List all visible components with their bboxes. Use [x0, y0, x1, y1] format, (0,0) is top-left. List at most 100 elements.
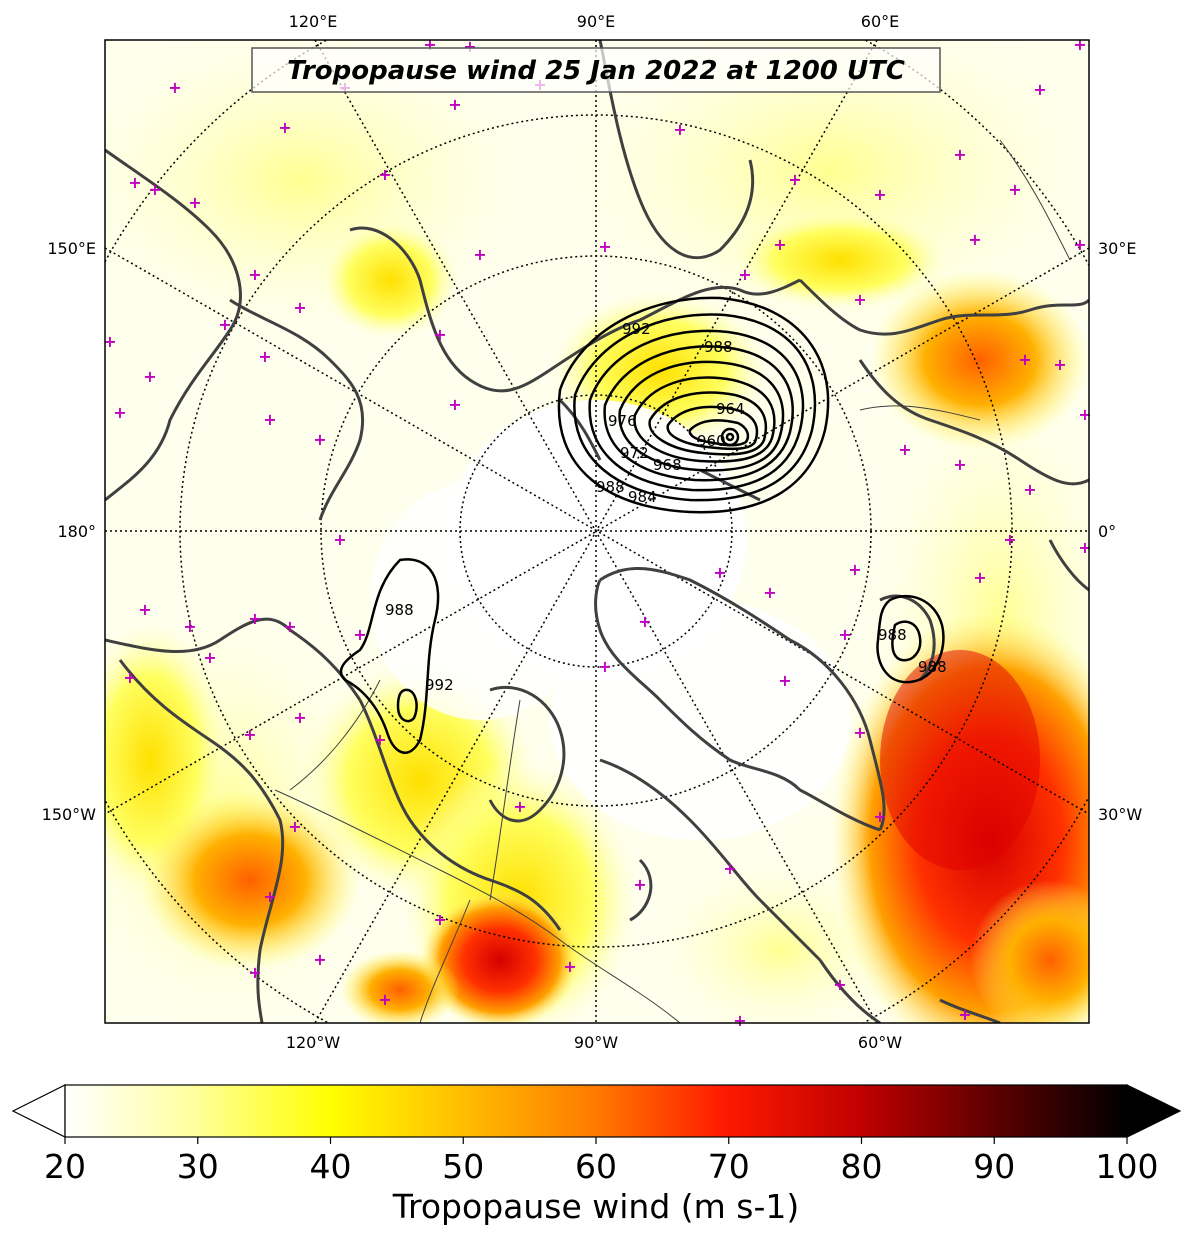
svg-text:+: + [778, 671, 791, 690]
svg-text:+: + [513, 797, 526, 816]
svg-text:+: + [258, 347, 271, 366]
contour-label: 988 [596, 478, 625, 496]
lon-label-left: 150°E [47, 239, 96, 258]
svg-text:+: + [1003, 530, 1016, 549]
colorbar-extend-low [11, 1084, 66, 1138]
svg-text:+: + [148, 180, 161, 199]
svg-text:+: + [848, 560, 861, 579]
svg-text:+: + [833, 975, 846, 994]
lon-label-top: 60°E [861, 12, 899, 31]
svg-text:+: + [953, 455, 966, 474]
lon-label-right: 30°W [1098, 805, 1142, 824]
colorbar-ticks: 20 30 40 50 60 70 80 90 100 [44, 1137, 1159, 1186]
contour-label: 988 [385, 601, 414, 619]
contour-label: 992 [425, 676, 454, 694]
title-box [251, 47, 941, 93]
colorbar-tick-label: 70 [708, 1147, 750, 1186]
svg-text:+: + [1018, 350, 1031, 369]
svg-text:+: + [248, 963, 261, 982]
svg-text:+: + [1033, 80, 1046, 99]
svg-text:+: + [898, 440, 911, 459]
svg-text:+: + [373, 730, 386, 749]
contour-label: 988 [918, 658, 947, 676]
svg-text:+: + [1023, 480, 1036, 499]
colorbar-tick-label: 40 [310, 1147, 352, 1186]
svg-text:+: + [448, 95, 461, 114]
contour-label: 964 [716, 400, 745, 418]
map-frame [104, 39, 1090, 1024]
contour-label: 960 [697, 432, 726, 450]
svg-text:+: + [738, 265, 751, 284]
svg-text:+: + [243, 725, 256, 744]
svg-text:+: + [563, 957, 576, 976]
svg-text:+: + [733, 1011, 746, 1030]
svg-text:+: + [313, 430, 326, 449]
svg-text:+: + [248, 609, 261, 628]
lon-label-bottom: 60°W [858, 1033, 902, 1052]
svg-text:+: + [958, 1005, 971, 1024]
contour-label: 976 [608, 412, 637, 430]
graticule [105, 40, 1089, 1023]
contour-label: 992 [622, 320, 651, 338]
svg-text:+: + [203, 648, 216, 667]
colorbar-tick-label: 80 [841, 1147, 883, 1186]
svg-text:+: + [448, 395, 461, 414]
contour-label: 968 [653, 456, 682, 474]
colorbar-tick-label: 30 [177, 1147, 219, 1186]
contour-label: 988 [704, 338, 733, 356]
svg-text:+: + [1008, 180, 1021, 199]
wind-field [105, 40, 1089, 1023]
colorbar-tick-label: 20 [44, 1147, 86, 1186]
svg-text:+: + [278, 118, 291, 137]
svg-text:+: + [263, 410, 276, 429]
colorbar-label: Tropopause wind (m s-1) [392, 1187, 800, 1226]
svg-text:+: + [773, 235, 786, 254]
pressure-contours [339, 296, 945, 754]
lon-label-bottom: 90°W [574, 1033, 618, 1052]
svg-text:+: + [283, 617, 296, 636]
svg-text:+: + [113, 403, 126, 422]
svg-text:+: + [293, 298, 306, 317]
svg-text:+: + [248, 265, 261, 284]
svg-text:+: + [433, 325, 446, 344]
contour-labels: 992 988 976 964 972 968 960 988 984 988 … [385, 320, 947, 694]
svg-text:+: + [378, 990, 391, 1009]
lon-label-bottom: 120°W [286, 1033, 341, 1052]
lon-label-right: 0° [1098, 522, 1116, 541]
svg-text:+: + [673, 120, 686, 139]
svg-text:+: + [473, 245, 486, 264]
colorbar-tick-label: 60 [575, 1147, 617, 1186]
svg-text:+: + [838, 625, 851, 644]
svg-text:+: + [353, 625, 366, 644]
svg-text:+: + [138, 600, 151, 619]
svg-text:+: + [1053, 355, 1066, 374]
svg-text:+: + [1073, 235, 1086, 254]
svg-text:+: + [433, 910, 446, 929]
lon-label-left: 180° [57, 522, 96, 541]
coastlines [105, 40, 1089, 1023]
svg-text:+: + [263, 887, 276, 906]
lon-label-left: 150°W [42, 805, 97, 824]
lon-label-top: 90°E [577, 12, 615, 31]
colorbar: 20 30 40 50 60 70 80 90 100 Tropopause wind (m s… [11, 1084, 1182, 1226]
svg-text:+: + [853, 290, 866, 309]
lon-label-right: 30°E [1098, 239, 1136, 258]
svg-text:+: + [853, 723, 866, 742]
lon-label-top: 120°E [289, 12, 338, 31]
contour-label: 984 [628, 488, 657, 506]
svg-text:+: + [313, 950, 326, 969]
svg-text:+: + [143, 367, 156, 386]
svg-text:+: + [953, 145, 966, 164]
country-borders [274, 139, 1071, 1023]
svg-text:+: + [103, 332, 116, 351]
colorbar-gradient [64, 1084, 1128, 1138]
svg-text:+: + [788, 170, 801, 189]
contour-label: 972 [620, 444, 649, 462]
svg-text:+: + [763, 583, 776, 602]
svg-text:+: + [123, 668, 136, 687]
svg-text:+: + [288, 817, 301, 836]
svg-text:+: + [713, 563, 726, 582]
svg-text:+: + [128, 173, 141, 192]
svg-text:+: + [968, 230, 981, 249]
svg-text:+: + [333, 530, 346, 549]
